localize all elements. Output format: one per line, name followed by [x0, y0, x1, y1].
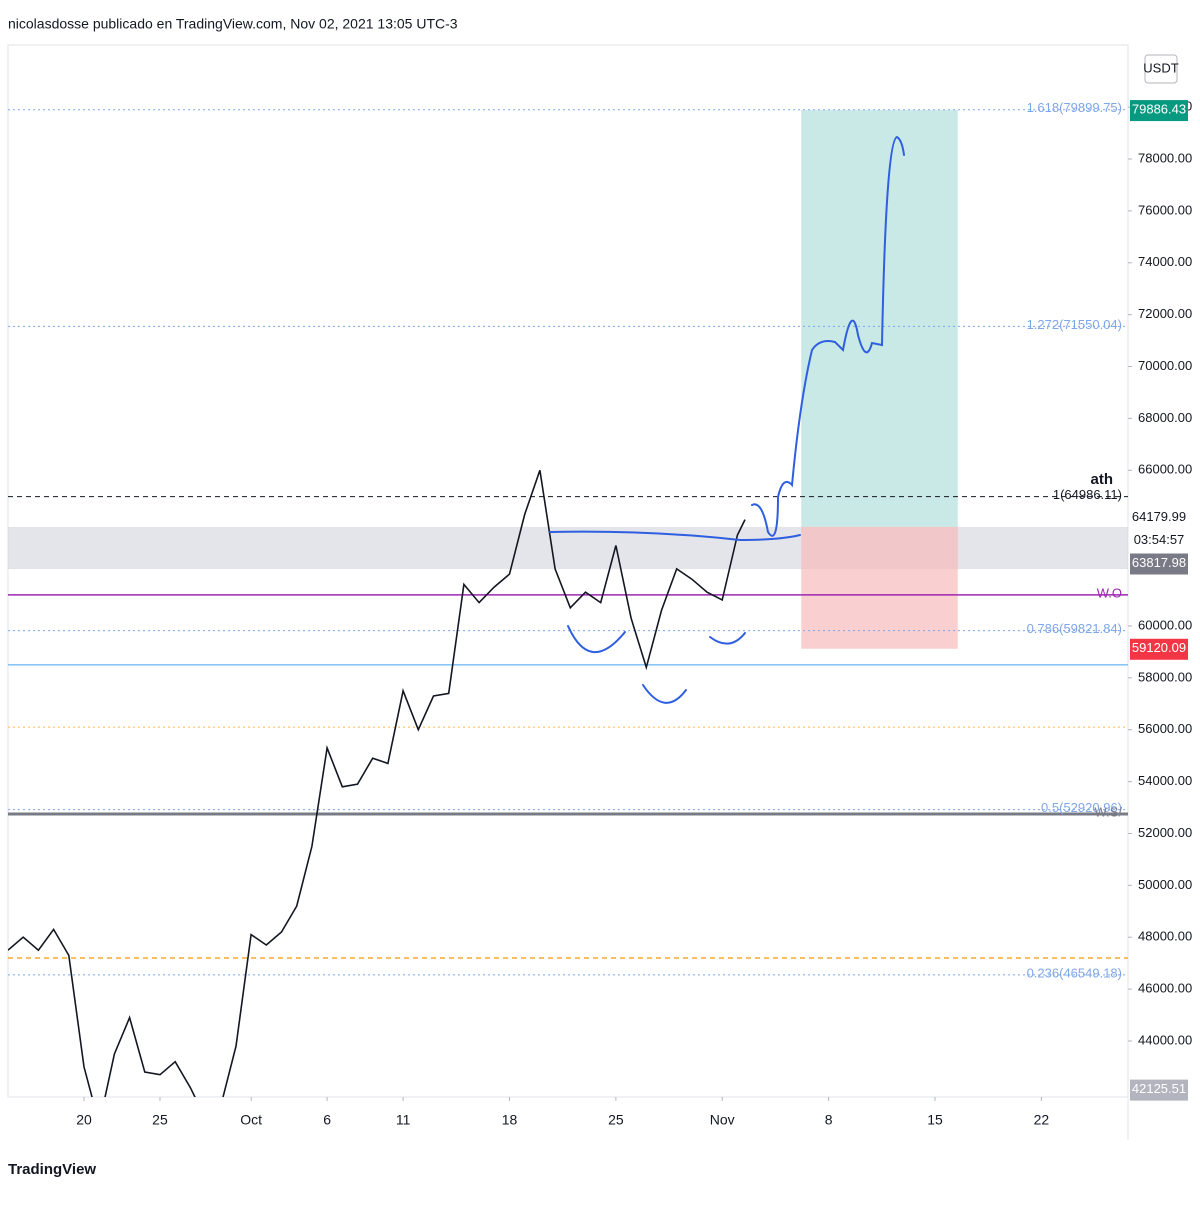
y-tick-label: 70000.00 [1138, 358, 1192, 373]
plot-layer [8, 109, 1128, 1097]
x-tick-label: Nov [710, 1112, 735, 1128]
x-tick-label: 20 [76, 1112, 92, 1128]
plot-area [7, 44, 1129, 1098]
price-label-box [1130, 553, 1188, 575]
level-label: 0.786(59821.84) [1027, 621, 1122, 636]
x-tick-label: 18 [502, 1112, 518, 1128]
x-tick-label: 6 [323, 1112, 331, 1128]
y-tick-label: 74000.00 [1138, 254, 1192, 269]
neckline [549, 530, 801, 542]
header-title: nicolasdosse publicado en TradingView.co… [8, 16, 458, 32]
y-tick-label: 52000.00 [1138, 825, 1192, 840]
shoulder-arc [709, 632, 746, 645]
y-tick-label: 78000.00 [1138, 150, 1192, 165]
level-label: 0.236(46549.18) [1027, 965, 1122, 980]
level-label: W.S/ [1095, 804, 1123, 819]
brand: TradingView [8, 1161, 96, 1178]
currency: USDT [1143, 60, 1178, 75]
price-label-box [1130, 638, 1188, 660]
price-label: 64179.99 [1132, 509, 1186, 524]
head-arc [642, 684, 687, 704]
y-tick-label: 72000.00 [1138, 306, 1192, 321]
x-tick-label: 25 [152, 1112, 168, 1128]
target-zone [801, 110, 958, 527]
price-label: 63817.98 [1132, 555, 1186, 570]
x-tick-label: 11 [396, 1112, 411, 1128]
x-tick-label: 25 [608, 1112, 624, 1128]
price-label: 59120.09 [1132, 640, 1186, 655]
level-label: 1(64986.11) [1053, 487, 1122, 502]
zone [8, 526, 1128, 570]
price-label-box [1130, 1079, 1188, 1101]
y-tick-label: 54000.00 [1138, 773, 1192, 788]
shoulder-arc [567, 625, 626, 653]
y-tick-label: 50000.00 [1138, 877, 1192, 892]
y-tick-label: 60000.00 [1138, 617, 1192, 632]
x-tick-label: 8 [825, 1112, 833, 1128]
stop-zone [801, 526, 958, 649]
projection-path [751, 135, 905, 537]
level-label: 0.5(52920.96) [1041, 800, 1122, 815]
y-tick-label: 76000.00 [1138, 202, 1192, 217]
y-tick-label: 56000.00 [1138, 721, 1192, 736]
price-line [8, 470, 746, 1097]
x-tick-label: 15 [927, 1112, 943, 1128]
drawings [549, 135, 905, 704]
level-label: W.O [1097, 585, 1122, 600]
level-label: 1.272(71550.04) [1027, 317, 1122, 332]
y-tick-label: 58000.00 [1138, 669, 1192, 684]
price-label-box [1130, 100, 1188, 122]
y-tick-label: 66000.00 [1138, 462, 1192, 477]
level-note: ath [1091, 471, 1114, 488]
y-tick-label: 48000.00 [1138, 929, 1192, 944]
price-timer: 03:54:57 [1134, 532, 1185, 547]
level-label: 1.618(79899.75) [1027, 100, 1122, 115]
price-label: 42125.51 [1132, 1081, 1186, 1096]
y-tick-label: 44000.00 [1138, 1032, 1192, 1047]
x-tick-label: Oct [240, 1112, 262, 1128]
x-tick-label: 22 [1034, 1112, 1050, 1128]
price-label: 79886.43 [1132, 102, 1186, 117]
y-tick-label: 68000.00 [1138, 410, 1192, 425]
currency-box [1144, 54, 1178, 84]
y-tick-label: 46000.00 [1138, 981, 1192, 996]
